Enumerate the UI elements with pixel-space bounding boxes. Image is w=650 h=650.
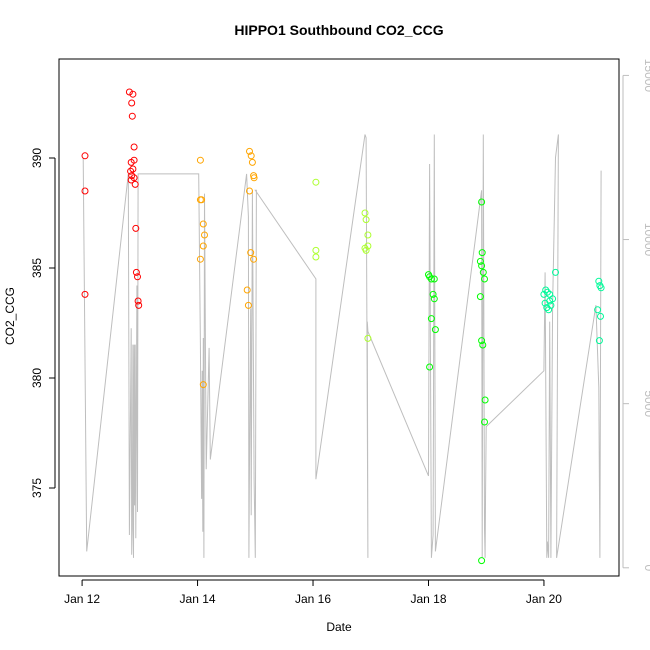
data-point (129, 165, 137, 173)
data-point (125, 88, 133, 96)
data-point (127, 167, 135, 175)
data-point (134, 273, 141, 281)
data-point (481, 275, 488, 283)
data-point (478, 198, 486, 206)
data-point (429, 290, 437, 298)
data-point (196, 156, 204, 164)
data-point (127, 176, 135, 184)
data-point (597, 284, 605, 292)
data-point (595, 337, 603, 345)
scatter-points-layer (81, 88, 605, 565)
data-point (243, 286, 251, 294)
secondary-line (82, 134, 602, 558)
y-tick-label: 375 (30, 478, 44, 498)
x-tick-label: Jan 14 (180, 592, 216, 606)
data-point (479, 341, 487, 349)
data-point (427, 315, 435, 323)
data-point (196, 255, 204, 263)
x-tick-label: Jan 12 (64, 592, 100, 606)
data-point (131, 180, 139, 188)
data-point (247, 249, 255, 257)
x-tick-label: Jan 20 (526, 592, 562, 606)
data-point (312, 253, 320, 261)
data-point (198, 196, 206, 204)
data-point (130, 143, 138, 151)
data-point (597, 312, 604, 320)
chart-title: HIPPO1 Southbound CO2_CCG (234, 22, 443, 38)
data-point (552, 268, 559, 276)
data-point (364, 231, 372, 239)
data-point (132, 224, 140, 232)
data-point (312, 178, 320, 186)
data-point (128, 99, 136, 107)
data-point (542, 286, 550, 294)
x-axis-label: Date (326, 620, 352, 634)
data-point (199, 220, 207, 228)
y2-tick-label: 15000 (642, 59, 650, 93)
data-point (362, 246, 370, 254)
data-point (199, 242, 207, 250)
data-point (128, 172, 136, 180)
secondary-line-layer (82, 134, 602, 558)
data-point (595, 277, 603, 285)
data-point (481, 418, 488, 426)
data-point (361, 209, 369, 217)
data-point (134, 297, 142, 305)
data-point (199, 381, 207, 389)
data-point (244, 301, 252, 309)
y-tick-label: 385 (30, 258, 44, 278)
data-point (312, 246, 320, 254)
plot-frame (58, 58, 620, 577)
data-point (246, 147, 253, 155)
data-point (543, 304, 551, 312)
data-point (478, 249, 486, 257)
y-tick-label: 380 (30, 368, 44, 388)
data-point (476, 293, 484, 301)
data-point (547, 301, 555, 309)
y2-tick-label: 0 (642, 564, 650, 571)
data-point (479, 268, 487, 276)
data-point (81, 152, 89, 160)
data-point (132, 268, 140, 276)
data-point (362, 216, 370, 224)
data-point (543, 288, 551, 296)
data-point (481, 396, 489, 404)
data-point (546, 297, 554, 305)
data-point (426, 363, 434, 371)
data-point (478, 262, 486, 270)
x-tick-label: Jan 16 (295, 592, 331, 606)
data-point (247, 152, 255, 160)
data-point (130, 156, 138, 164)
data-point (430, 275, 438, 283)
x-tick-label: Jan 18 (410, 592, 446, 606)
data-point (476, 257, 484, 265)
data-point (201, 231, 208, 239)
data-point (364, 334, 372, 342)
y2-tick-label: 5000 (642, 390, 650, 417)
data-point (250, 174, 258, 182)
data-point (427, 275, 435, 283)
data-point (478, 337, 486, 345)
y-axis-label: CO2_CCG (3, 287, 17, 345)
data-point (246, 187, 253, 195)
data-point (431, 326, 439, 334)
axes-layer: Jan 12 Jan 14 Jan 16 Jan 18 Jan 20 375 380 385 3… (30, 59, 650, 606)
data-point (135, 301, 143, 309)
data-point (250, 255, 258, 263)
data-point (81, 187, 89, 195)
data-point (81, 290, 89, 298)
y-tick-label: 390 (30, 148, 44, 168)
data-point (128, 112, 136, 120)
data-point (248, 158, 256, 166)
data-point (430, 295, 438, 303)
data-point (478, 557, 486, 565)
y2-tick-label: 10000 (642, 223, 650, 257)
data-point (129, 90, 137, 98)
data-point (594, 306, 602, 314)
